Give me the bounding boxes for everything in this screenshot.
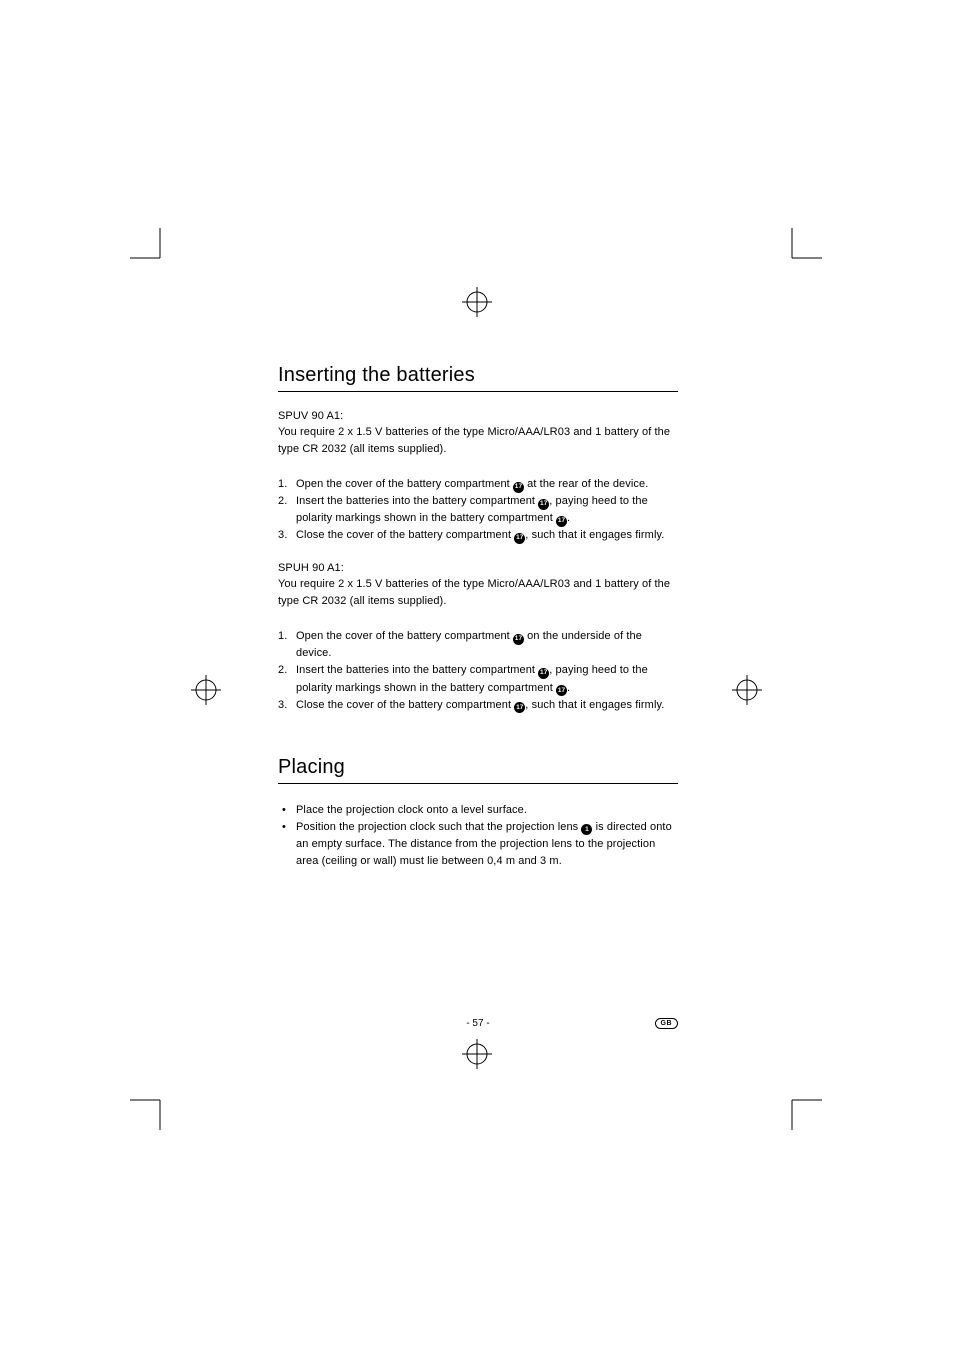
ref-icon: 17 (538, 668, 549, 679)
crop-corner-tl (130, 228, 160, 258)
model-b-steps: Open the cover of the battery compartmen… (278, 628, 678, 713)
reg-mark-right (732, 675, 762, 705)
ref-icon: 1 (581, 824, 592, 835)
ref-icon: 17 (513, 634, 524, 645)
model-a-intro: You require 2 x 1.5 V batteries of the t… (278, 424, 678, 458)
ref-icon: 17 (514, 702, 525, 713)
model-b-label: SPUH 90 A1: (278, 562, 678, 574)
reg-mark-top (462, 287, 492, 317)
model-a-steps: Open the cover of the battery compartmen… (278, 476, 678, 544)
placing-bullet-1: Place the projection clock onto a level … (278, 802, 678, 819)
model-a-step-3: Close the cover of the battery compartme… (278, 527, 678, 544)
model-a-label: SPUV 90 A1: (278, 410, 678, 422)
crop-corner-bl (130, 1100, 160, 1130)
crop-corner-tr (792, 228, 822, 258)
crop-corner-br (792, 1100, 822, 1130)
placing-bullets: Place the projection clock onto a level … (278, 802, 678, 870)
placing-bullet-2: Position the projection clock such that … (278, 819, 678, 870)
page-footer: - 57 - GB (278, 1018, 678, 1029)
reg-mark-left (191, 675, 221, 705)
reg-mark-bottom (462, 1039, 492, 1069)
ref-icon: 17 (556, 685, 567, 696)
model-b-step-3: Close the cover of the battery compartme… (278, 697, 678, 714)
heading-placing: Placing (278, 756, 678, 784)
region-badge: GB (655, 1018, 679, 1029)
model-b-step-2: Insert the batteries into the battery co… (278, 662, 678, 696)
ref-icon: 17 (556, 516, 567, 527)
ref-icon: 17 (513, 482, 524, 493)
model-a-step-2: Insert the batteries into the battery co… (278, 493, 678, 527)
heading-inserting: Inserting the batteries (278, 364, 678, 392)
page-content: Inserting the batteries SPUV 90 A1: You … (278, 364, 678, 870)
ref-icon: 17 (538, 499, 549, 510)
model-a-step-1: Open the cover of the battery compartmen… (278, 476, 678, 493)
model-b-intro: You require 2 x 1.5 V batteries of the t… (278, 576, 678, 610)
page-number: - 57 - (466, 1018, 489, 1029)
model-b-step-1: Open the cover of the battery compartmen… (278, 628, 678, 662)
ref-icon: 17 (514, 533, 525, 544)
